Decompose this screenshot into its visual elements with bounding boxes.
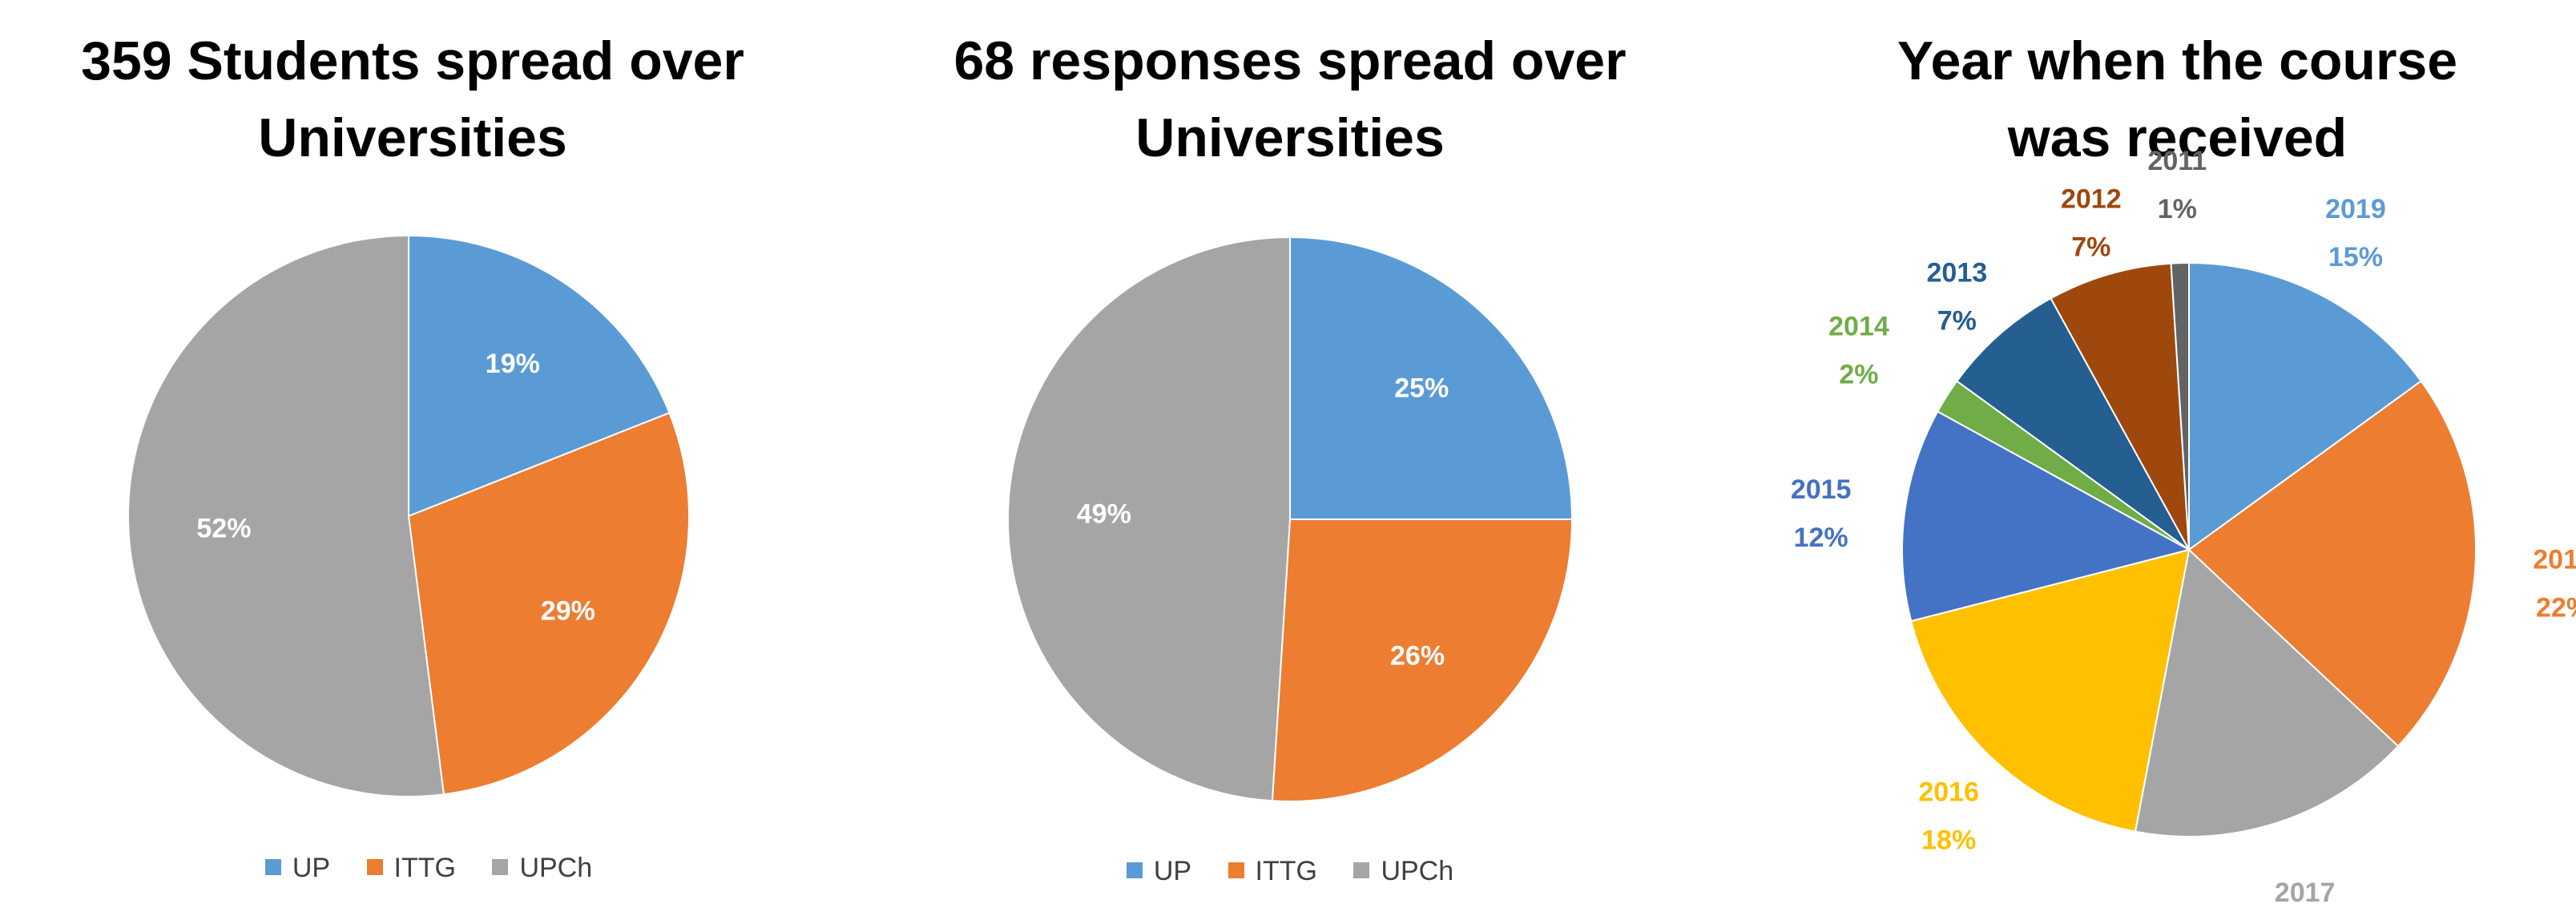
- slice-category-label: 2012: [2061, 184, 2122, 214]
- slice-category-label: 2016: [1918, 777, 1979, 807]
- slice-category-label: 2011: [2147, 146, 2207, 176]
- chart-title-line-2: Universities: [1135, 107, 1445, 168]
- chart-panel-years: Year when the course was received 2019 15…: [1731, 0, 2576, 920]
- chart-title: 359 Students spread over Universities: [0, 22, 825, 176]
- slice-percent-label: 52%: [196, 514, 251, 544]
- legend-item-upch: UPCh: [1353, 856, 1453, 887]
- pie-slice-up: [1289, 236, 1574, 520]
- legend-swatch-ittg: [366, 859, 383, 876]
- slice-category-label: 2017: [2275, 878, 2336, 908]
- pie-slice-upch: [1007, 236, 1291, 802]
- legend-swatch-up: [1126, 862, 1143, 879]
- slice-percent-label: 18%: [1921, 825, 1976, 855]
- chart-title-line-2: was received: [2007, 107, 2348, 168]
- legend-item-up: UP: [1126, 856, 1192, 887]
- chart-title: Year when the course was received: [1779, 22, 2576, 176]
- legend-swatch-upch: [1353, 862, 1370, 879]
- legend-label: ITTG: [1255, 856, 1317, 886]
- slice-category-label: 2014: [1828, 312, 1889, 342]
- slice-category-label: 2015: [1791, 474, 1852, 505]
- legend-swatch-ittg: [1228, 862, 1244, 879]
- legend-label: UP: [292, 853, 331, 883]
- pie-slice-2018: [2187, 380, 2477, 748]
- slice-percent-label: 22%: [2536, 592, 2576, 623]
- chart-title-line-1: 68 responses spread over: [953, 30, 1627, 91]
- legend-item-upch: UPCh: [492, 853, 592, 884]
- pie-slice-2019: [2188, 261, 2423, 551]
- pie-slice-up: [408, 234, 671, 518]
- pie-slice-2016: [1910, 548, 2191, 833]
- slice-percent-label: 29%: [541, 596, 595, 627]
- slice-percent-label: 15%: [2328, 242, 2383, 272]
- pie-chart-years: 201915%201822%201716%201618%201512%20142…: [1791, 146, 2576, 908]
- slice-percent-label: 19%: [486, 349, 540, 379]
- chart-panel-students: 359 Students spread over Universities 19…: [0, 0, 825, 920]
- chart-title-line-1: 359 Students spread over: [81, 30, 744, 91]
- slice-percent-label: 1%: [2158, 194, 2197, 224]
- slice-percent-label: 7%: [2071, 232, 2110, 262]
- pie-slice-upch: [127, 234, 445, 797]
- pie-slice-2013: [1955, 297, 2190, 551]
- pie-slice-2011: [2170, 261, 2190, 551]
- slice-percent-label: 26%: [1390, 640, 1445, 671]
- chart-legend: UP ITTG UPCh: [32, 853, 825, 884]
- pie-slice-2012: [2050, 262, 2190, 551]
- pie-slice-2017: [2134, 548, 2400, 837]
- legend-item-ittg: ITTG: [366, 853, 456, 884]
- legend-swatch-up: [264, 859, 281, 876]
- pie-chart-responses: 25% 26% 49%: [1007, 236, 1574, 802]
- slice-percent-label: 2%: [1839, 360, 1878, 390]
- legend-item-up: UP: [264, 853, 331, 884]
- slice-percent-label: 7%: [1937, 305, 1977, 336]
- pie-slice-ittg: [1271, 519, 1574, 802]
- chart-title-line-2: Universities: [258, 107, 567, 168]
- slice-percent-label: 49%: [1077, 499, 1131, 530]
- pie-slice-ittg: [407, 411, 690, 796]
- legend-label: UPCh: [1381, 856, 1454, 886]
- legend-label: UP: [1153, 856, 1192, 886]
- chart-panel-responses: 68 responses spread over Universities 25…: [877, 0, 1703, 920]
- slice-category-label: 2013: [1927, 257, 1988, 288]
- pie-chart-students: 19% 29% 52%: [127, 234, 690, 797]
- slice-category-label: 2018: [2533, 544, 2576, 575]
- slice-percent-label: 12%: [1794, 523, 1848, 553]
- chart-title: 68 responses spread over Universities: [877, 22, 1703, 176]
- legend-label: ITTG: [393, 853, 456, 883]
- chart-legend: UP ITTG UPCh: [877, 856, 1703, 887]
- chart-title-line-1: Year when the course: [1897, 30, 2458, 91]
- pie-slice-2015: [1901, 410, 2191, 623]
- legend-item-ittg: ITTG: [1228, 856, 1317, 887]
- legend-label: UPCh: [519, 853, 593, 883]
- slice-category-label: 2019: [2325, 194, 2386, 224]
- legend-swatch-upch: [492, 859, 509, 876]
- slice-percent-label: 25%: [1394, 373, 1449, 404]
